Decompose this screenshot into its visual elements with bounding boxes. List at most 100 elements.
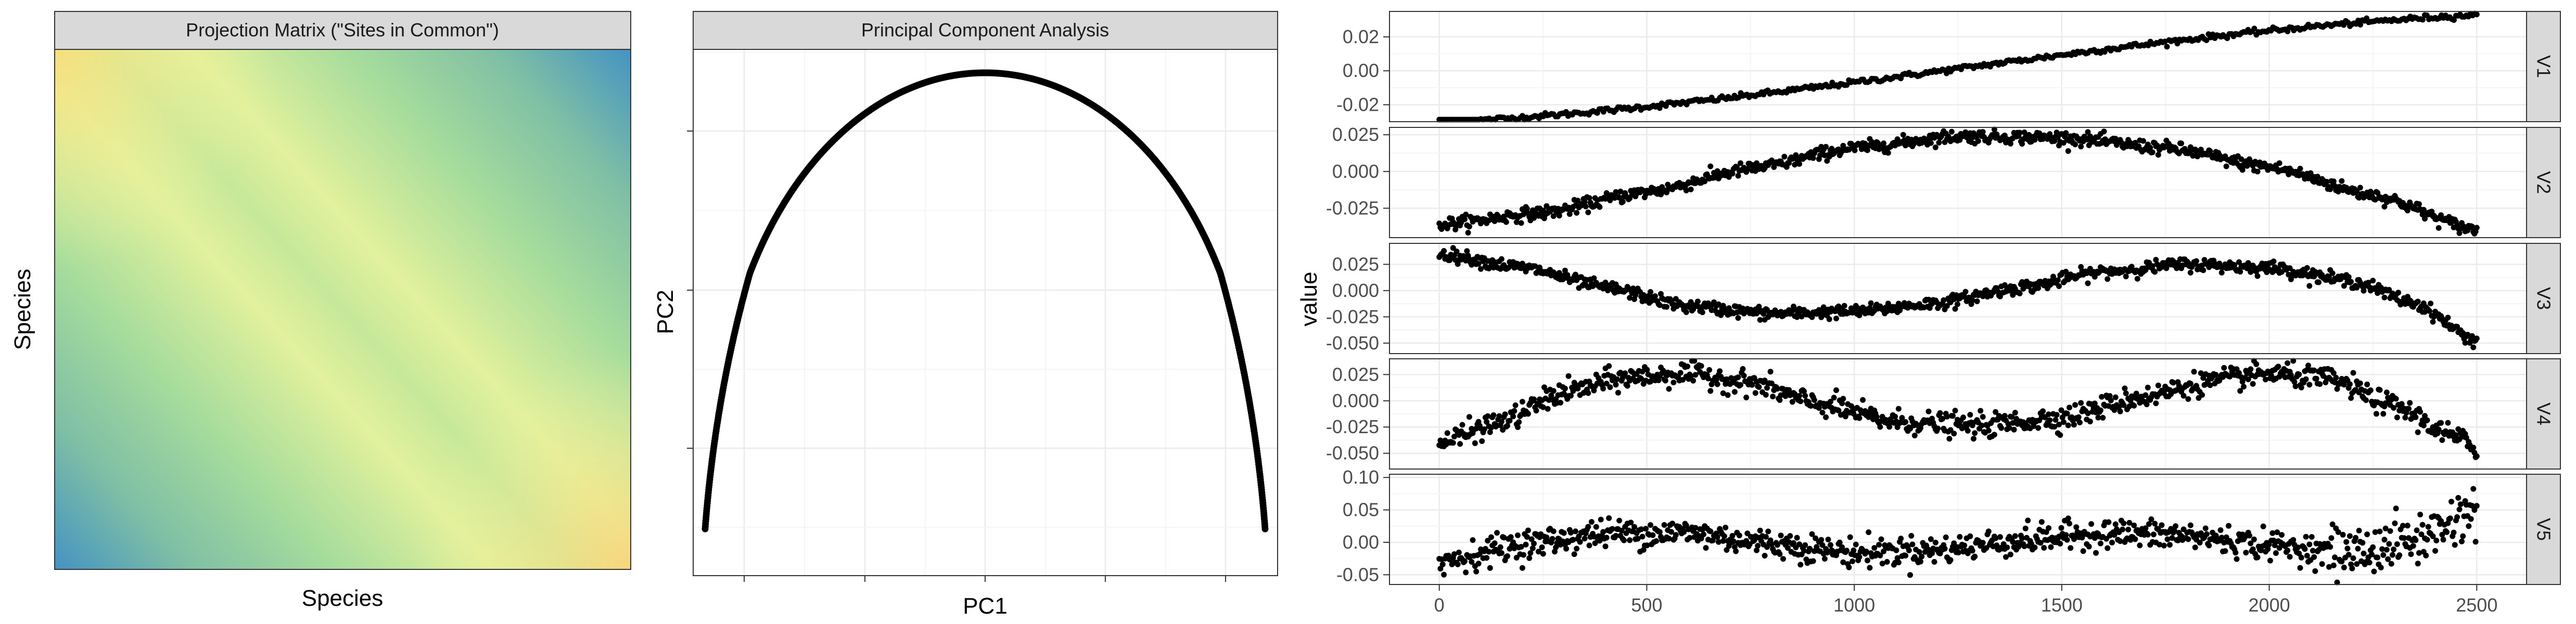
facet-point xyxy=(2366,560,2373,566)
facet-point xyxy=(1687,535,1693,541)
facet-point xyxy=(1850,558,1856,564)
facet-point xyxy=(1952,306,1958,312)
facet-point xyxy=(2361,288,2367,294)
facet-point xyxy=(2357,380,2363,386)
heatmap-corner-bottom-right xyxy=(55,49,631,569)
facet-point xyxy=(1749,382,1755,388)
facet-point xyxy=(2400,523,2406,529)
facet-point xyxy=(2423,552,2429,558)
facet-point xyxy=(1893,547,1899,553)
facet-point xyxy=(1585,390,1591,396)
facet-point xyxy=(1616,194,1623,201)
facet-y-tick-label: 0.000 xyxy=(1332,390,1379,411)
facet-point xyxy=(1577,539,1583,545)
facet-y-tick-label: 0.00 xyxy=(1343,60,1379,81)
facet-point xyxy=(2256,159,2263,165)
facet-point xyxy=(1811,397,1817,403)
facet-point xyxy=(2453,432,2459,438)
facet-point xyxy=(2416,201,2422,207)
facet-point xyxy=(1725,392,1731,398)
facet-point xyxy=(1878,536,1884,542)
facet-point xyxy=(1510,413,1516,420)
facet-point xyxy=(2185,396,2191,402)
facet-point xyxy=(1919,553,1925,560)
facet-point xyxy=(2117,408,2123,414)
facet-point xyxy=(1529,545,1536,551)
facet-point xyxy=(2444,529,2450,535)
facet-point xyxy=(2274,529,2280,536)
facet-point xyxy=(1852,147,1858,153)
facet-point xyxy=(1717,368,1723,374)
facet-point xyxy=(2234,556,2240,562)
facet-point xyxy=(2469,333,2475,339)
facet-point xyxy=(2007,551,2013,557)
facet-point xyxy=(2329,521,2336,527)
facet-point xyxy=(1720,390,1726,396)
facet-point xyxy=(1743,394,1750,400)
facet-point xyxy=(1809,531,1815,537)
facet-point xyxy=(1754,547,1759,553)
facet-point xyxy=(2238,156,2245,162)
facet-point xyxy=(1972,430,1978,436)
facet-point xyxy=(2035,285,2042,291)
facet-point xyxy=(2407,400,2413,406)
facet-point xyxy=(1518,220,1524,226)
facet-point xyxy=(2117,538,2123,544)
facet-point xyxy=(2385,556,2391,562)
facet-point xyxy=(1613,382,1619,388)
facet-point xyxy=(2295,544,2301,551)
facet-point xyxy=(2064,410,2070,417)
facet-point xyxy=(2388,561,2394,567)
facet-point xyxy=(1582,199,1588,205)
eigenvector-panel: 0.020.00-0.02V10.0250.000-0.025V20.0250.… xyxy=(1296,10,2561,616)
facet-point xyxy=(1784,545,1791,551)
facet-y-tick-label: 0.000 xyxy=(1332,280,1379,301)
facet-point xyxy=(1592,540,1598,547)
facet-point xyxy=(1714,381,1720,387)
facet-point xyxy=(2402,414,2408,421)
facet-point xyxy=(1462,558,1468,564)
facet-point xyxy=(2153,400,2159,407)
facet-y-tick-label: -0.05 xyxy=(1336,564,1379,585)
facet-point xyxy=(2046,411,2052,418)
facet-point xyxy=(2010,539,2016,545)
facet-point xyxy=(2454,514,2460,520)
facet-point xyxy=(2473,503,2480,509)
facet-point xyxy=(1932,144,1939,150)
facet-point xyxy=(1491,218,1498,224)
facet-point xyxy=(1484,419,1490,425)
facet-point xyxy=(2065,422,2071,428)
facet-point xyxy=(1707,528,1714,535)
facet-point xyxy=(2099,394,2105,400)
facet-point xyxy=(1597,538,1603,544)
facet-point xyxy=(1516,419,1522,425)
facet-point xyxy=(2019,279,2025,285)
facet-point xyxy=(1666,536,1672,542)
facet-point xyxy=(2072,141,2078,148)
facet-point xyxy=(1944,303,1950,309)
facet-point xyxy=(1821,556,1828,562)
facet-point xyxy=(2347,381,2353,387)
facet-point xyxy=(2394,414,2400,421)
facet-point xyxy=(1613,189,1619,195)
facet-point xyxy=(1835,407,1842,413)
facet-point xyxy=(1856,415,1863,421)
facet-point xyxy=(2311,554,2317,560)
pca-y-axis-title: PC2 xyxy=(653,290,678,334)
facet-point xyxy=(2473,11,2480,18)
facet-point xyxy=(1437,566,1444,572)
facet-point xyxy=(1757,527,1763,534)
facet-point xyxy=(2087,419,2093,425)
facet-point xyxy=(1764,385,1770,391)
facet-point xyxy=(1781,153,1788,160)
pca-panel: Principal Component Analysis PC1 PC2 xyxy=(653,11,1278,619)
facet-point xyxy=(1856,313,1863,318)
facet-point xyxy=(2473,225,2480,231)
facet-point xyxy=(2180,393,2187,399)
facet-points xyxy=(1436,245,2480,350)
facet-point xyxy=(2370,278,2376,284)
facet-strip xyxy=(2526,127,2561,238)
facet-point xyxy=(1951,540,1957,547)
facet-point xyxy=(2146,521,2152,527)
facet-point xyxy=(2106,519,2112,525)
